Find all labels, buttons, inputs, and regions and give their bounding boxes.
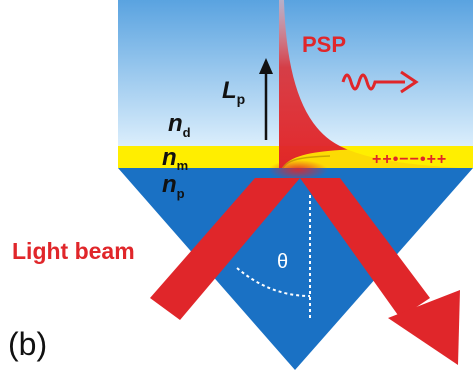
surface-charges: ++•−−•++ <box>372 151 447 168</box>
lp-label: Lp <box>222 77 245 107</box>
psp-label: PSP <box>302 32 346 57</box>
panel-label: (b) <box>8 326 47 362</box>
incident-beam <box>150 178 300 320</box>
plasmon-wave-arrowhead <box>400 70 419 94</box>
np-label: np <box>162 171 185 201</box>
reflected-beam <box>300 178 430 318</box>
reflected-beam-arrowhead <box>388 290 460 365</box>
interface-spot <box>268 160 328 180</box>
theta-label: θ <box>277 251 288 273</box>
angle-arc <box>236 267 311 297</box>
nd-label: nd <box>168 110 191 140</box>
light-beam-label: Light beam <box>12 238 135 264</box>
field-profile-metal <box>282 148 460 168</box>
plasmon-wave <box>341 73 405 91</box>
lp-arrow-head <box>259 58 273 74</box>
nm-label: nm <box>162 144 188 173</box>
prism <box>118 168 473 370</box>
field-profile-up <box>279 0 460 168</box>
